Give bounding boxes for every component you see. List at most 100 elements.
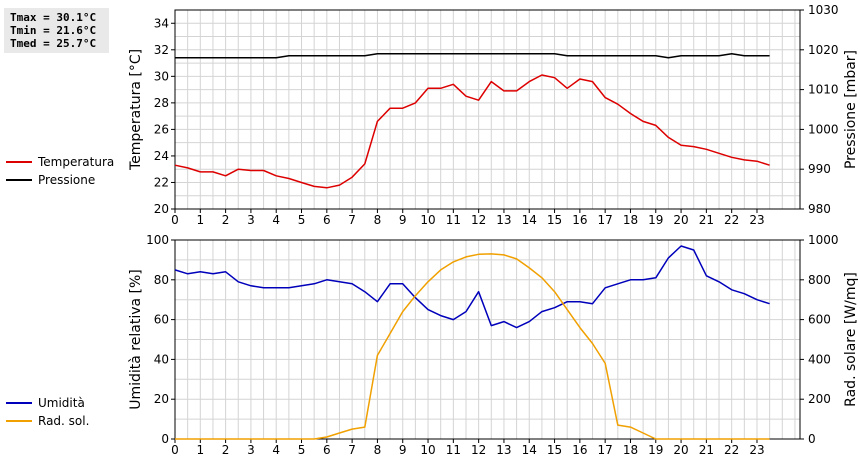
bottom-y-tick-label: 100 xyxy=(146,233,169,247)
top-x-tick-label: 23 xyxy=(749,213,764,227)
top-x-tick-label: 18 xyxy=(623,213,638,227)
tmin-label: Tmin = 21.6°C xyxy=(10,24,97,37)
top-x-tick-label: 9 xyxy=(399,213,407,227)
bottom-x-tick-label: 18 xyxy=(623,443,638,457)
legend-item-pressione: Pressione xyxy=(6,171,114,189)
bottom-y-axis-label: Umidità relativa [%] xyxy=(128,269,144,410)
bottom-y-tick-label: 0 xyxy=(161,432,169,446)
legend-item-rad-sol: Rad. sol. xyxy=(6,412,89,430)
bottom-x-tick-label: 0 xyxy=(171,443,179,457)
top-x-tick-label: 15 xyxy=(547,213,562,227)
top-x-tick-label: 12 xyxy=(471,213,486,227)
tmax-label: Tmax = 30.1°C xyxy=(10,11,97,24)
legend-top: Temperatura Pressione xyxy=(6,153,114,189)
bottom-x-tick-label: 10 xyxy=(420,443,435,457)
top-plot-frame xyxy=(174,9,801,210)
top-x-tick-label: 3 xyxy=(247,213,255,227)
bottom-y-tick-label: 20 xyxy=(154,392,169,406)
bottom-x-tick-label: 9 xyxy=(399,443,407,457)
top-x-tick-label: 0 xyxy=(171,213,179,227)
legend-swatch-rad-sol xyxy=(6,420,32,422)
top-y2-tick-label: 980 xyxy=(808,202,831,216)
bottom-x-tick-label: 14 xyxy=(522,443,537,457)
top-y-tick-label: 22 xyxy=(154,175,169,189)
bottom-x-tick-label: 8 xyxy=(374,443,382,457)
bottom-y2-tick-label: 400 xyxy=(808,352,831,366)
top-x-tick-label: 21 xyxy=(699,213,714,227)
bottom-plot-frame xyxy=(174,239,801,440)
legend-label-rad-sol: Rad. sol. xyxy=(38,414,90,428)
top-x-tick-label: 1 xyxy=(196,213,204,227)
top-x-tick-label: 4 xyxy=(272,213,280,227)
top-x-tick-label: 10 xyxy=(420,213,435,227)
top-x-tick-label: 2 xyxy=(222,213,230,227)
bottom-x-tick-label: 16 xyxy=(572,443,587,457)
top-x-tick-label: 13 xyxy=(496,213,511,227)
bottom-x-tick-label: 23 xyxy=(749,443,764,457)
top-y-tick-label: 26 xyxy=(154,122,169,136)
bottom-x-tick-label: 7 xyxy=(348,443,356,457)
bottom-y2-tick-label: 200 xyxy=(808,392,831,406)
top-y-tick-label: 34 xyxy=(154,16,169,30)
bottom-series-right-line xyxy=(175,253,770,440)
top-y-tick-label: 32 xyxy=(154,43,169,57)
top-x-tick-label: 16 xyxy=(572,213,587,227)
legend-item-umidita: Umidità xyxy=(6,394,89,412)
top-y2-tick-label: 1020 xyxy=(808,43,839,57)
top-y2-tick-label: 990 xyxy=(808,162,831,176)
bottom-x-tick-label: 1 xyxy=(196,443,204,457)
legend-swatch-temperatura xyxy=(6,161,32,163)
top-x-tick-label: 11 xyxy=(446,213,461,227)
bottom-y-tick-label: 60 xyxy=(154,313,169,327)
top-x-tick-label: 17 xyxy=(598,213,613,227)
bottom-x-tick-label: 15 xyxy=(547,443,562,457)
bottom-y2-tick-label: 600 xyxy=(808,313,831,327)
top-x-tick-label: 14 xyxy=(522,213,537,227)
top-y-tick-label: 30 xyxy=(154,69,169,83)
top-y2-axis-label: Pressione [mbar] xyxy=(843,50,859,169)
bottom-y-tick-label: 80 xyxy=(154,273,169,287)
bottom-y2-tick-label: 1000 xyxy=(808,233,839,247)
top-x-tick-label: 6 xyxy=(323,213,331,227)
top-y2-tick-label: 1030 xyxy=(808,3,839,17)
tmed-label: Tmed = 25.7°C xyxy=(10,37,97,50)
bottom-x-tick-label: 21 xyxy=(699,443,714,457)
top-y-tick-label: 28 xyxy=(154,96,169,110)
top-series-right-line xyxy=(175,53,770,59)
top-y2-tick-label: 1000 xyxy=(808,122,839,136)
top-series-left-line xyxy=(174,74,770,189)
legend-swatch-pressione xyxy=(6,179,32,181)
bottom-x-tick-label: 11 xyxy=(446,443,461,457)
bottom-series-left-line xyxy=(174,245,770,329)
bottom-x-tick-label: 17 xyxy=(598,443,613,457)
stats-box: Tmax = 30.1°C Tmin = 21.6°C Tmed = 25.7°… xyxy=(4,8,109,53)
bottom-x-tick-label: 2 xyxy=(222,443,230,457)
bottom-x-tick-label: 22 xyxy=(724,443,739,457)
legend-label-temperatura: Temperatura xyxy=(38,155,115,169)
top-y2-tick-label: 1010 xyxy=(808,83,839,97)
bottom-x-tick-label: 19 xyxy=(648,443,663,457)
top-x-tick-label: 19 xyxy=(648,213,663,227)
bottom-x-tick-label: 20 xyxy=(673,443,688,457)
top-y-tick-label: 20 xyxy=(154,202,169,216)
legend-swatch-umidita xyxy=(6,402,32,404)
bottom-x-tick-label: 12 xyxy=(471,443,486,457)
bottom-y2-tick-label: 800 xyxy=(808,273,831,287)
bottom-x-tick-label: 5 xyxy=(298,443,306,457)
top-x-tick-label: 8 xyxy=(374,213,382,227)
legend-label-pressione: Pressione xyxy=(38,173,96,187)
top-x-tick-label: 20 xyxy=(673,213,688,227)
bottom-y2-axis-label: Rad. solare [W/mq] xyxy=(843,272,859,407)
bottom-x-tick-label: 6 xyxy=(323,443,331,457)
bottom-x-tick-label: 13 xyxy=(496,443,511,457)
bottom-y2-tick-label: 0 xyxy=(808,432,816,446)
top-x-tick-label: 5 xyxy=(298,213,306,227)
top-x-tick-label: 7 xyxy=(348,213,356,227)
top-y-tick-label: 24 xyxy=(154,149,169,163)
legend-label-umidita: Umidità xyxy=(38,396,85,410)
top-x-tick-label: 22 xyxy=(724,213,739,227)
bottom-y-tick-label: 40 xyxy=(154,352,169,366)
legend-item-temperatura: Temperatura xyxy=(6,153,114,171)
top-y-axis-label: Temperatura [°C] xyxy=(128,49,144,171)
